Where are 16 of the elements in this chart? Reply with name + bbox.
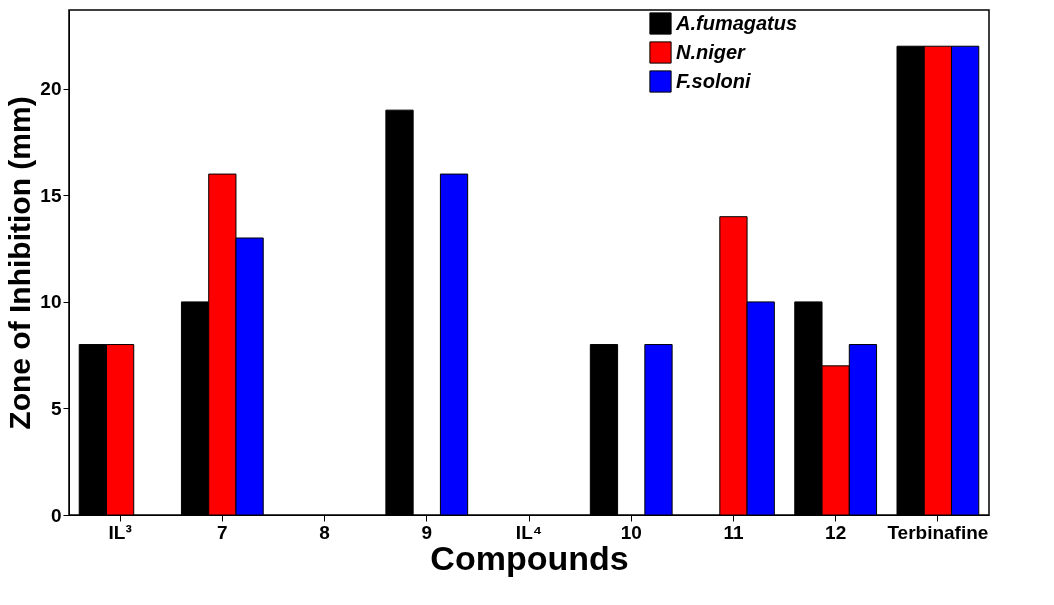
x-tick-label: 8 <box>319 521 330 543</box>
y-axis-title: Zone of Inhibition (mm) <box>3 96 37 430</box>
x-tick-label: IL³ <box>108 521 132 543</box>
x-tick-label: Terbinafine <box>887 521 989 543</box>
y-tick-label: 15 <box>40 184 62 206</box>
y-tick-label: 0 <box>50 504 62 526</box>
x-tick-label: 9 <box>421 521 433 543</box>
x-tick-label: 11 <box>723 521 744 543</box>
y-tick-label: 5 <box>50 397 62 419</box>
y-tick-label: 10 <box>40 291 62 313</box>
y-tick-label: 20 <box>40 78 62 100</box>
x-tick-label: 7 <box>217 521 228 543</box>
x-tick-label: 12 <box>825 521 847 543</box>
legend-label: N.niger <box>676 40 747 63</box>
legend-label: F.soloni <box>676 69 751 92</box>
legend-label: A.fumagatus <box>675 11 798 34</box>
